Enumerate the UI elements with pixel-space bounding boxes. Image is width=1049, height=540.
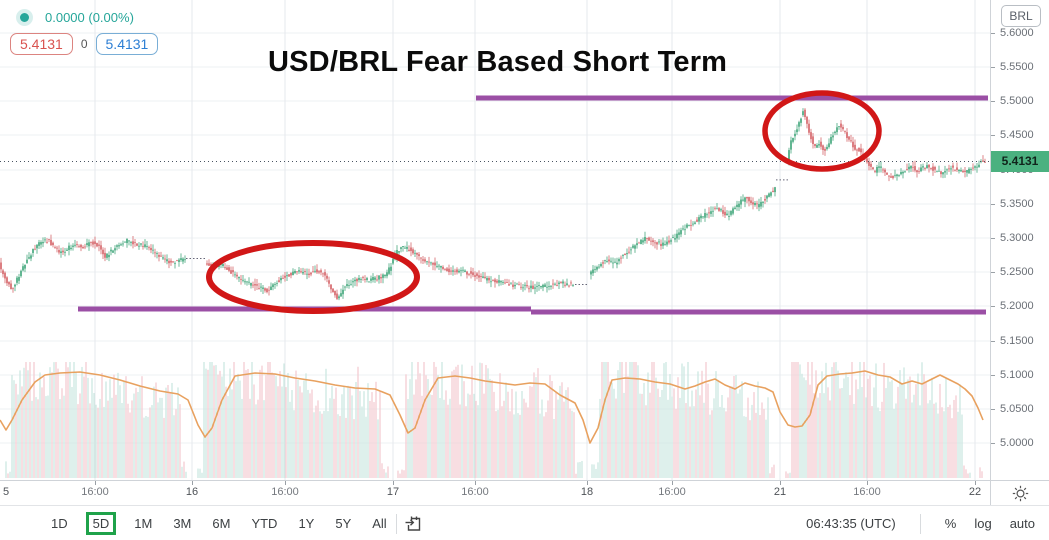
ask-price[interactable]: 5.4131 bbox=[95, 33, 159, 55]
price-axis-tick bbox=[991, 67, 995, 68]
range-button-1y[interactable]: 1Y bbox=[298, 516, 315, 531]
change-value: 0.0000 (0.00%) bbox=[45, 9, 134, 25]
price-axis-tick bbox=[991, 341, 995, 342]
time-axis-tick bbox=[780, 481, 781, 485]
time-axis-tick bbox=[975, 481, 976, 485]
price-axis-tick bbox=[991, 375, 995, 376]
time-axis-label: 16:00 bbox=[658, 486, 686, 498]
time-axis-label: 17 bbox=[386, 486, 400, 498]
price-axis-label: 5.5500 bbox=[1000, 61, 1034, 73]
highlight-ellipse bbox=[206, 240, 420, 314]
chart-annotation-title: USD/BRL Fear Based Short Term bbox=[268, 46, 728, 78]
time-axis-label: 16:00 bbox=[461, 486, 489, 498]
scale-button-auto[interactable]: auto bbox=[1009, 516, 1035, 531]
price-axis-tick bbox=[991, 272, 995, 273]
time-axis-label: 16:00 bbox=[81, 486, 109, 498]
chart-area[interactable]: 0.0000 (0.00%) 5.4131 0 5.4131 USD/BRL F… bbox=[0, 0, 990, 480]
price-axis-tick bbox=[991, 443, 995, 444]
axis-settings-corner[interactable] bbox=[990, 480, 1049, 506]
time-axis-tick bbox=[95, 481, 96, 485]
price-axis-label: 5.6000 bbox=[1000, 27, 1034, 39]
range-button-5y[interactable]: 5Y bbox=[335, 516, 352, 531]
scale-button-log[interactable]: log bbox=[974, 516, 992, 531]
time-axis-tick bbox=[475, 481, 476, 485]
go-to-date-icon bbox=[405, 516, 420, 531]
price-axis-tick bbox=[991, 306, 995, 307]
series-marker-icon bbox=[20, 12, 29, 22]
time-axis-tick bbox=[867, 481, 868, 485]
time-axis-label: 5 bbox=[2, 486, 10, 498]
time-axis-tick bbox=[672, 481, 673, 485]
current-price-label: 5.4131 bbox=[991, 151, 1049, 172]
price-axis-label: 5.3000 bbox=[1000, 232, 1034, 244]
toolbar-divider bbox=[919, 513, 921, 534]
gear-icon[interactable] bbox=[1012, 485, 1029, 502]
toolbar-divider bbox=[395, 513, 397, 534]
time-axis-label: 16:00 bbox=[853, 486, 881, 498]
range-button-5d[interactable]: 5D bbox=[85, 512, 117, 535]
price-axis-label: 5.2500 bbox=[1000, 266, 1034, 278]
symbol-legend: 0.0000 (0.00%) 5.4131 0 5.4131 bbox=[10, 6, 159, 55]
spread-value: 0 bbox=[80, 37, 88, 51]
price-axis-tick bbox=[991, 204, 995, 205]
price-axis-tick bbox=[991, 101, 995, 102]
range-button-6m[interactable]: 6M bbox=[212, 516, 231, 531]
price-axis-label: 5.5000 bbox=[1000, 95, 1034, 107]
range-button-1d[interactable]: 1D bbox=[51, 516, 68, 531]
go-to-date-button[interactable] bbox=[403, 513, 425, 535]
time-axis-label: 16:00 bbox=[271, 486, 299, 498]
time-axis-tick bbox=[393, 481, 394, 485]
price-axis-label: 5.4500 bbox=[1000, 129, 1034, 141]
price-axis-label: 5.0500 bbox=[1000, 403, 1034, 415]
price-axis-label: 5.3500 bbox=[1000, 198, 1034, 210]
range-button-all[interactable]: All bbox=[372, 516, 387, 531]
range-button-ytd[interactable]: YTD bbox=[251, 516, 278, 531]
range-button-3m[interactable]: 3M bbox=[173, 516, 192, 531]
utc-clock[interactable]: 06:43:35 (UTC) bbox=[806, 516, 896, 531]
price-axis-label: 5.2000 bbox=[1000, 300, 1034, 312]
price-axis-label: 5.1000 bbox=[1000, 369, 1034, 381]
time-axis-label: 16 bbox=[185, 486, 199, 498]
range-button-1m[interactable]: 1M bbox=[134, 516, 153, 531]
price-axis-tick bbox=[991, 33, 995, 34]
bottom-toolbar: 1D 5D 1M 3M 6M YTD 1Y 5Y All 06:43:35 (UTC) % log… bbox=[0, 505, 1049, 540]
currency-button[interactable]: BRL bbox=[1001, 5, 1041, 27]
time-axis-label: 21 bbox=[773, 486, 787, 498]
time-axis-tick bbox=[192, 481, 193, 485]
scale-button-percent[interactable]: % bbox=[944, 516, 957, 531]
bid-price[interactable]: 5.4131 bbox=[10, 33, 73, 55]
price-chart-canvas[interactable] bbox=[0, 0, 990, 480]
price-axis[interactable]: BRL 5.60005.55005.50005.45005.40005.3500… bbox=[990, 0, 1049, 480]
price-axis-tick bbox=[991, 238, 995, 239]
price-axis-label: 5.1500 bbox=[1000, 335, 1034, 347]
time-axis[interactable]: 5 16:00 16 16:00 17 16:00 18 16:00 21 16:00 22 bbox=[0, 480, 990, 506]
price-axis-tick bbox=[991, 135, 995, 136]
time-axis-label: 22 bbox=[968, 486, 982, 498]
highlight-ellipse bbox=[762, 90, 882, 172]
time-axis-label: 18 bbox=[580, 486, 594, 498]
price-axis-tick bbox=[991, 409, 995, 410]
price-axis-label: 5.0000 bbox=[1000, 437, 1034, 449]
time-axis-tick bbox=[285, 481, 286, 485]
time-axis-tick bbox=[587, 481, 588, 485]
